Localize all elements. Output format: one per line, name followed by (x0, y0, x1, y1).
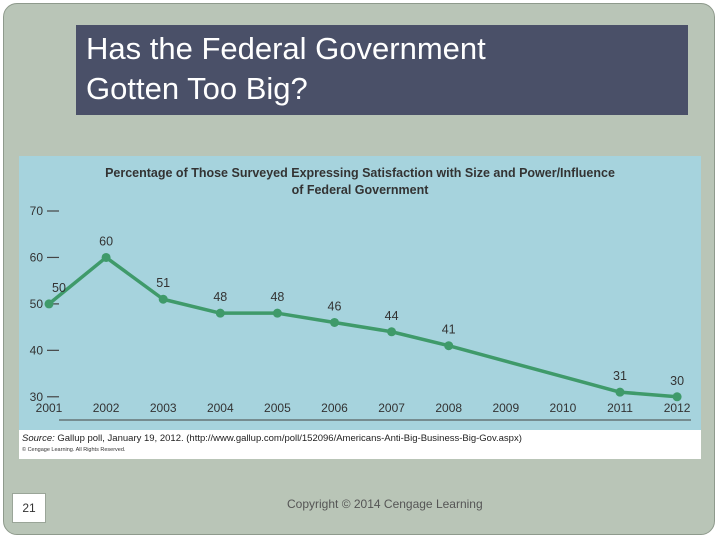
y-tick-label: 60 (30, 250, 44, 264)
data-label: 41 (442, 323, 456, 337)
x-tick-label: 2008 (435, 401, 462, 415)
footer-copyright: Copyright © 2014 Cengage Learning (287, 497, 483, 511)
data-label: 48 (270, 290, 284, 304)
data-label: 46 (328, 299, 342, 313)
x-tick-label: 2012 (664, 401, 691, 415)
chart-title-line-1: Percentage of Those Surveyed Expressing … (105, 166, 615, 180)
series-line (47, 255, 678, 399)
data-point (272, 308, 282, 318)
slide-number: 21 (12, 493, 46, 523)
x-tick-label: 2010 (550, 401, 577, 415)
x-tick-label: 2011 (607, 401, 633, 415)
data-label: 51 (156, 276, 170, 290)
publisher-note: © Cengage Learning. All Rights Reserved. (22, 447, 126, 453)
x-tick-label: 2006 (321, 401, 348, 415)
data-point (387, 327, 397, 337)
line-chart: Percentage of Those Surveyed Expressing … (30, 166, 691, 421)
data-point (44, 299, 54, 309)
data-point (330, 317, 339, 327)
data-label: 30 (670, 374, 684, 388)
data-point (444, 341, 454, 351)
data-label: 48 (213, 290, 227, 304)
data-label: 50 (52, 281, 66, 295)
y-tick-label: 70 (30, 204, 44, 218)
x-tick-label: 2007 (378, 401, 405, 415)
x-tick-label: 2004 (207, 401, 234, 415)
source-citation: Source: Gallup poll, January 19, 2012. (… (22, 433, 522, 444)
data-label: 31 (613, 369, 627, 383)
data-point (615, 387, 625, 397)
source-label: Source: (22, 433, 55, 444)
x-tick-label: 2001 (36, 401, 63, 415)
chart-panel: Percentage of Those Surveyed Expressing … (19, 156, 701, 459)
data-label: 60 (99, 234, 113, 248)
x-tick-label: 2009 (492, 401, 519, 415)
source-text: Gallup poll, January 19, 2012. (http://w… (54, 433, 522, 444)
data-point (215, 308, 225, 318)
x-tick-label: 2005 (264, 401, 291, 415)
data-point (101, 252, 111, 262)
slide-title-line-1: Has the Federal Government (86, 31, 486, 66)
title-box: Has the Federal Government Gotten Too Bi… (76, 25, 688, 115)
chart-title-line-2: of Federal Government (292, 183, 430, 197)
data-point (158, 294, 168, 304)
data-point (672, 392, 682, 402)
y-tick-label: 50 (30, 297, 44, 311)
slide-title-line-2: Gotten Too Big? (86, 71, 308, 106)
x-tick-label: 2003 (150, 401, 177, 415)
source-strip: Source: Gallup poll, January 19, 2012. (… (19, 430, 701, 459)
y-tick-label: 40 (30, 343, 44, 357)
x-tick-label: 2002 (93, 401, 120, 415)
data-label: 44 (385, 309, 399, 323)
y-tick-label: 30 (30, 390, 44, 404)
